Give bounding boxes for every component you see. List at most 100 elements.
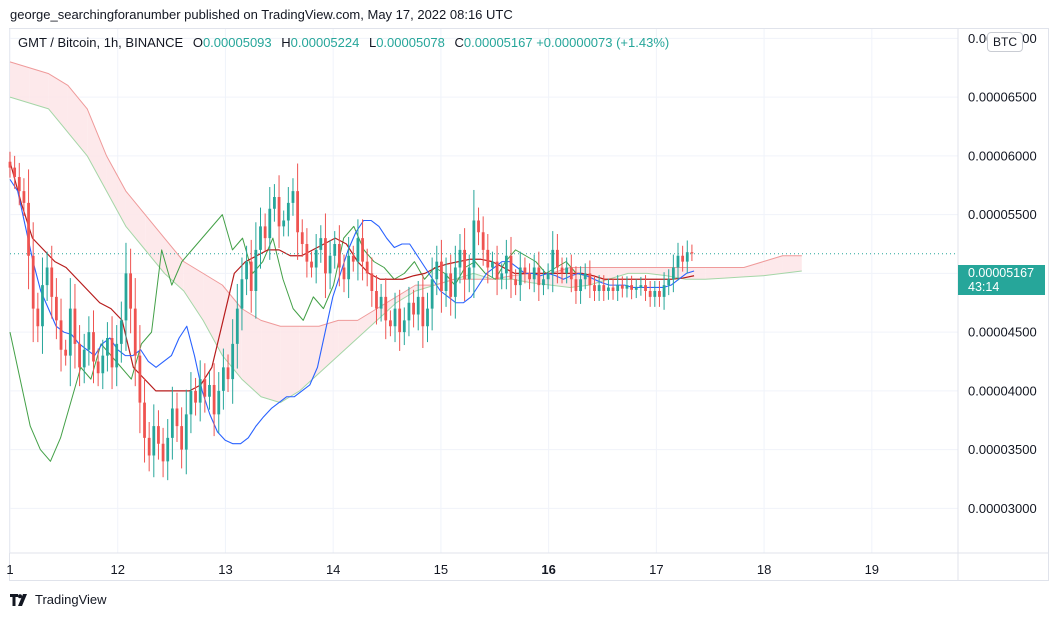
open-key: O	[192, 35, 203, 50]
cloud-segment	[357, 308, 377, 338]
candle-body	[300, 232, 304, 245]
candle-body	[597, 285, 601, 291]
x-tick-label: 14	[326, 562, 340, 577]
candle-body	[27, 202, 30, 256]
candles	[8, 151, 694, 481]
candle-body	[616, 285, 620, 291]
candle-body	[147, 437, 151, 456]
candle-body	[235, 308, 239, 344]
indicator-lines	[9, 161, 958, 462]
senkou-span-b-line	[9, 61, 802, 327]
candle-body	[440, 261, 443, 291]
cloud-segment	[87, 108, 107, 192]
candle-body	[634, 287, 638, 290]
candle-body	[45, 267, 49, 286]
candle-body	[221, 367, 225, 391]
candle-body	[430, 279, 434, 309]
candle-body	[426, 308, 429, 327]
candle-body	[537, 267, 541, 286]
candle-body	[245, 261, 248, 280]
candle-body	[416, 296, 420, 315]
x-tick-label: 12	[110, 562, 124, 577]
candle-body	[546, 273, 550, 280]
high-key: H	[281, 35, 291, 50]
candle-body	[226, 367, 230, 380]
candle-body	[212, 384, 216, 415]
axes: 0.000070000.000065000.000060000.00005500…	[6, 29, 1048, 580]
cloud-segment	[299, 326, 319, 391]
candle-body	[648, 291, 652, 297]
candle-body	[551, 249, 555, 274]
published-header: george_searchingforanumber published on …	[10, 7, 513, 22]
cloud-segment	[183, 261, 204, 321]
candle-body	[639, 285, 643, 288]
candle-body	[356, 238, 360, 262]
candle-body	[653, 291, 657, 297]
candle-body	[555, 249, 559, 268]
candle-body	[115, 343, 119, 368]
candle-body	[514, 279, 518, 286]
candle-body	[690, 252, 694, 254]
cloud-segment	[685, 267, 706, 280]
tradingview-logo-icon	[10, 593, 27, 606]
candle-body	[110, 337, 114, 368]
candle-body	[208, 384, 211, 397]
cloud-segment	[48, 73, 68, 133]
y-tick-label: 0.00003500	[968, 442, 1037, 457]
candle-body	[486, 249, 490, 268]
candle-body	[68, 308, 72, 356]
close-value: 0.00005167	[463, 35, 533, 50]
cloud-segment	[338, 320, 358, 356]
bar-countdown: 43:14	[968, 280, 1000, 294]
candle-body	[198, 379, 202, 403]
currency-button[interactable]: BTC	[987, 32, 1023, 52]
candle-body	[291, 191, 295, 203]
candle-body	[463, 249, 467, 280]
candle-body	[676, 255, 680, 268]
candle-body	[671, 267, 675, 280]
cloud-segment	[396, 285, 416, 303]
close-key: C	[454, 35, 464, 50]
candle-body	[602, 285, 606, 291]
candle-body	[560, 267, 564, 274]
senkou-span-a-line	[9, 96, 802, 404]
cloud-segment	[705, 267, 725, 280]
candle-body	[101, 355, 105, 374]
x-tick-label: 16	[541, 562, 555, 577]
candle-body	[59, 320, 63, 350]
candle-body	[444, 273, 448, 291]
candle-body	[620, 285, 624, 289]
candle-body	[240, 279, 244, 309]
candle-body	[565, 267, 569, 274]
cloud-segment	[241, 308, 262, 397]
cloud-segment	[125, 191, 146, 250]
candle-body	[472, 220, 476, 268]
cloud-segment	[29, 67, 49, 109]
cloud-segment	[67, 85, 88, 156]
cloud-segment	[145, 214, 165, 274]
x-tick-label: 19	[865, 562, 879, 577]
candle-body	[54, 296, 58, 321]
candle-body	[328, 255, 332, 274]
candle-body	[685, 252, 689, 262]
candle-body	[388, 320, 392, 327]
cloud-segment	[261, 320, 281, 403]
cloud-segment	[531, 273, 551, 286]
candle-body	[365, 261, 369, 274]
candle-body	[268, 208, 272, 239]
candle-body	[542, 279, 545, 286]
tradingview-footer[interactable]: TradingView	[10, 592, 107, 607]
candle-body	[588, 273, 592, 286]
candle-body	[314, 249, 318, 268]
cloud-segment	[782, 255, 802, 274]
candle-body	[402, 320, 406, 333]
y-tick-label: 0.00006000	[968, 148, 1037, 163]
candle-body	[203, 379, 207, 397]
candle-body	[500, 273, 504, 280]
candle-body	[569, 267, 573, 280]
symbol-title[interactable]: GMT / Bitcoin, 1h, BINANCE	[18, 35, 184, 50]
candle-body	[96, 361, 100, 374]
candle-body	[73, 308, 77, 344]
candle-body	[92, 332, 95, 362]
